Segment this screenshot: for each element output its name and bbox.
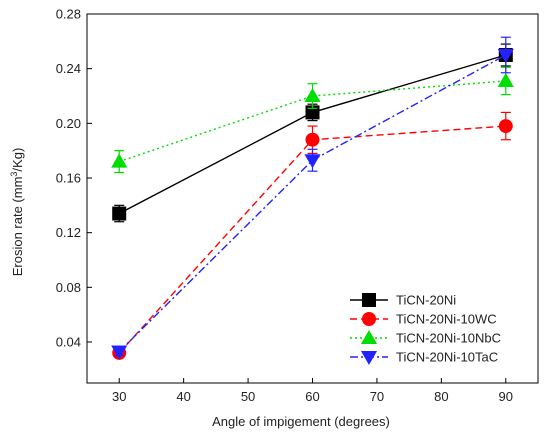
legend-item: TiCN-20Ni-10TaC: [350, 350, 498, 366]
data-point: [304, 154, 321, 169]
series-ticn-20ni-10tac: [111, 36, 514, 360]
data-point: [497, 48, 514, 64]
x-axis-label: Angle of impigement (degrees): [212, 414, 390, 429]
legend-label: TiCN-20Ni-10TaC: [396, 350, 498, 365]
y-tick-label: 0.12: [56, 225, 81, 240]
plot-border: [86, 13, 539, 384]
x-tick-label: 60: [305, 389, 319, 404]
legend-marker: [362, 312, 376, 326]
x-tick-label: 30: [112, 389, 126, 404]
y-tick-label: 0.16: [56, 171, 81, 186]
series-line: [118, 54, 507, 353]
legend-label: TiCN-20Ni-10NbC: [396, 331, 501, 346]
y-axis-label: Erosion rate (mm3/Kg): [9, 148, 25, 277]
x-tick-label: 50: [241, 389, 255, 404]
y-tick-label: 0.08: [56, 280, 81, 295]
data-point: [112, 206, 127, 221]
legend-label: TiCN-20Ni: [396, 293, 456, 308]
data-point: [111, 153, 128, 168]
y-tick-label: 0.04: [56, 335, 81, 350]
data-point: [497, 72, 514, 88]
legend-marker: [360, 329, 378, 345]
y-axis-label-main: Erosion rate (mm: [10, 177, 25, 277]
legend-marker: [362, 293, 376, 307]
legend-item: TiCN-20Ni: [350, 293, 456, 308]
data-point: [111, 345, 128, 360]
x-tick-label: 70: [370, 389, 384, 404]
y-tick-label: 0.24: [56, 61, 81, 76]
legend-label: TiCN-20Ni-10WC: [396, 312, 497, 327]
y-tick-label: 0.28: [56, 7, 81, 22]
plot-frame: [86, 13, 539, 384]
x-tick-label: 90: [499, 389, 513, 404]
legend-item: TiCN-20Ni-10WC: [350, 312, 497, 327]
series-layer: [111, 36, 514, 360]
y-axis-label-superscript: 3: [9, 172, 19, 177]
data-point: [498, 119, 513, 134]
x-axis-ticks: 30 40 50 60 70 80 90: [112, 378, 513, 404]
legend: TiCN-20Ni TiCN-20Ni-10WC TiCN-20Ni-10NbC Ti…: [350, 293, 501, 366]
x-tick-label: 80: [434, 389, 448, 404]
legend-marker: [360, 350, 378, 366]
data-point: [304, 87, 321, 103]
y-axis-ticks: 0.04 0.08 0.12 0.16 0.20 0.24 0.28: [56, 7, 92, 350]
y-tick-label: 0.20: [56, 116, 81, 131]
legend-item: TiCN-20Ni-10NbC: [350, 329, 501, 346]
y-axis-label-unit: /Kg): [10, 148, 25, 172]
data-point: [305, 132, 320, 147]
x-tick-label: 40: [176, 389, 190, 404]
